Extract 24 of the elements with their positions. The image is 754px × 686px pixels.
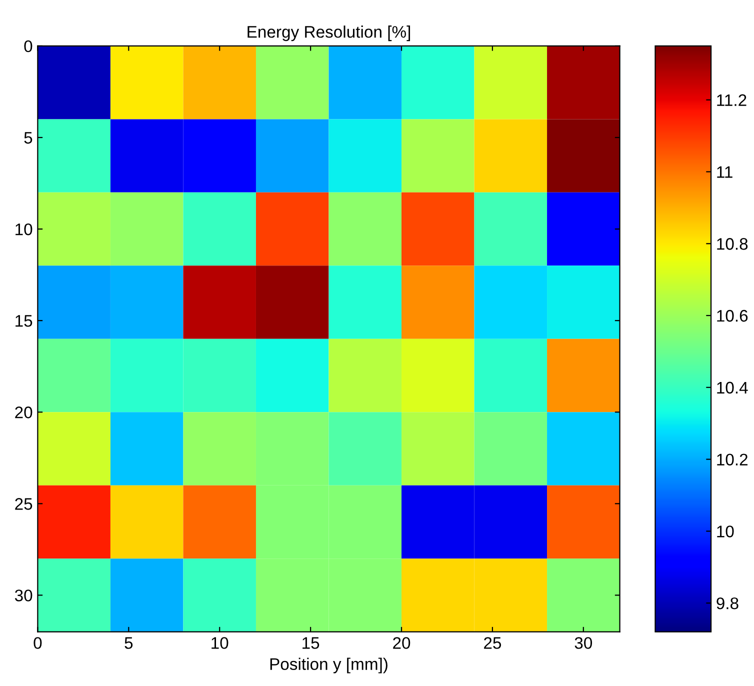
y-tick-label: 15 — [16, 315, 32, 327]
y-tick-label: 30 — [14, 590, 32, 602]
x-tick-label: 30 — [574, 637, 592, 649]
color-bar-label: 10.8 — [717, 238, 748, 250]
color-bar-label: 10.4 — [717, 382, 748, 394]
color-bar-label: 10 — [717, 526, 734, 538]
color-bar-label: 10.2 — [717, 454, 748, 466]
y-tick-label: 0 — [24, 40, 32, 52]
x-tick-label: 15 — [302, 637, 320, 649]
x-tick-label: 5 — [124, 637, 133, 649]
color-bar-label: 11 — [717, 166, 732, 178]
x-tick-label: 25 — [484, 637, 502, 649]
color-bar-label: 9.8 — [716, 597, 738, 610]
color-bar-label: 11.2 — [717, 94, 746, 106]
x-axis-title: Position y [mm]) — [270, 658, 388, 674]
y-tick-label: 5 — [24, 132, 32, 144]
x-tick-label: 20 — [393, 637, 410, 649]
color-bar-label: 10.6 — [717, 310, 748, 322]
y-tick-label: 10 — [16, 223, 32, 236]
y-tick-label: 20 — [15, 406, 32, 418]
chart-title: Energy Resolution [%] — [248, 26, 410, 42]
y-tick-label: 25 — [15, 498, 32, 510]
x-tick-label: 10 — [212, 637, 228, 649]
x-tick-label: 0 — [34, 637, 42, 649]
